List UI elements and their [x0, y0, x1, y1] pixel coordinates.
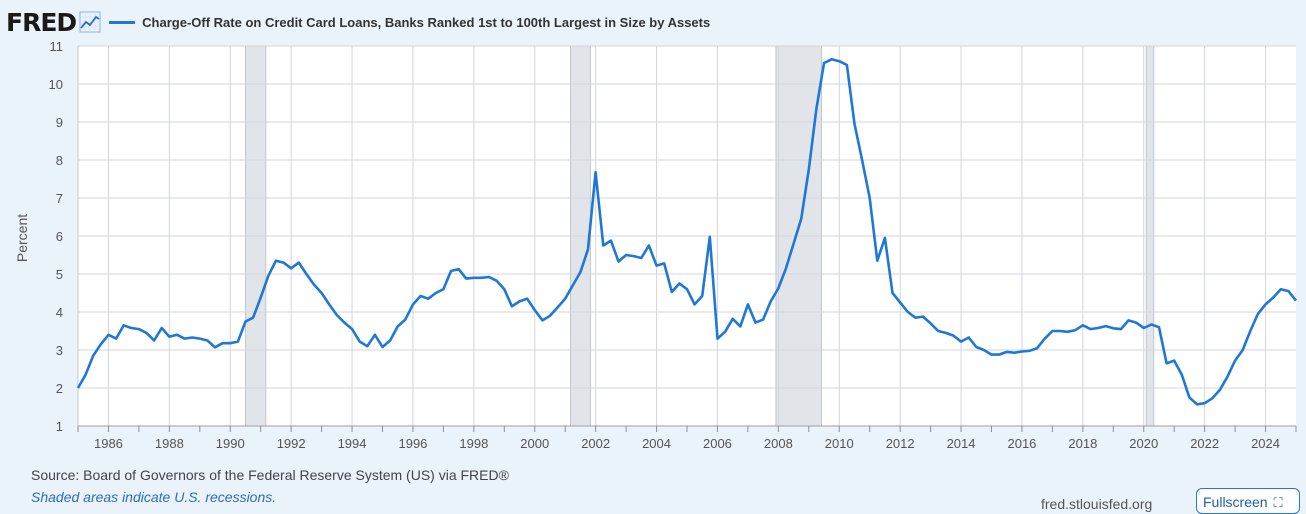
x-tick-label: 1986	[94, 436, 123, 451]
chart-header: FRED Charge-Off Rate on Credit Card Loan…	[6, 7, 710, 37]
fullscreen-label: Fullscreen	[1203, 494, 1268, 510]
x-tick-label: 1998	[459, 436, 488, 451]
x-tick-label: 2002	[581, 436, 610, 451]
y-tick-label: 9	[56, 115, 63, 130]
grid-lines	[77, 45, 1296, 427]
x-tick-label: 1990	[216, 436, 245, 451]
chart-line-icon	[79, 11, 101, 33]
fullscreen-button[interactable]: Fullscreen ⛶	[1196, 488, 1300, 514]
y-tick-labels: 1 2 3 4 5 6 7 8 9 10 11	[49, 39, 63, 434]
x-tick-label: 2010	[825, 436, 854, 451]
fred-logo[interactable]: FRED	[6, 7, 77, 37]
x-tick-label: 2016	[1007, 436, 1036, 451]
chart-legend: Charge-Off Rate on Credit Card Loans, Ba…	[109, 15, 710, 30]
y-tick-label: 11	[50, 39, 64, 54]
series-layer	[76, 57, 1298, 406]
y-tick-label: 8	[56, 153, 63, 168]
x-tick-label: 1996	[398, 436, 427, 451]
x-tick-label: 2004	[642, 436, 671, 451]
y-tick-label: 3	[56, 343, 63, 358]
x-tick-label: 1992	[277, 436, 306, 451]
y-tick-label: 2	[56, 381, 63, 396]
y-tick-label: 7	[56, 191, 63, 206]
x-tick-label: 2014	[947, 436, 976, 451]
x-tick-labels: 1986 1988 1990 1992 1994 1996 1998 2000 2002 2004…	[77, 426, 1297, 451]
y-axis-label: Percent	[14, 214, 30, 262]
recession-note: Shaded areas indicate U.S. recessions.	[31, 489, 277, 505]
x-tick-label: 2012	[886, 436, 915, 451]
x-tick-label: 1988	[155, 436, 184, 451]
x-tick-label: 2006	[703, 436, 732, 451]
x-tick-label: 2024	[1251, 436, 1280, 451]
y-tick-label: 4	[56, 305, 63, 320]
y-tick-label: 1	[56, 419, 63, 434]
x-tick-label: 2000	[520, 436, 549, 451]
y-tick-label: 6	[56, 229, 63, 244]
site-url[interactable]: fred.stlouisfed.org	[1041, 496, 1153, 512]
x-tick-label: 1994	[338, 436, 367, 451]
x-tick-label: 2018	[1068, 436, 1097, 451]
fullscreen-icon: ⛶	[1273, 495, 1283, 510]
x-tick-label: 2022	[1190, 436, 1219, 451]
source-note: Source: Board of Governors of the Federa…	[31, 467, 509, 483]
legend-label: Charge-Off Rate on Credit Card Loans, Ba…	[142, 14, 711, 30]
legend-swatch	[109, 20, 136, 24]
x-tick-label: 2020	[1129, 436, 1158, 451]
y-tick-label: 5	[56, 267, 63, 282]
y-tick-label: 10	[49, 77, 63, 92]
series-line	[76, 57, 1298, 406]
x-tick-label: 2008	[764, 436, 793, 451]
